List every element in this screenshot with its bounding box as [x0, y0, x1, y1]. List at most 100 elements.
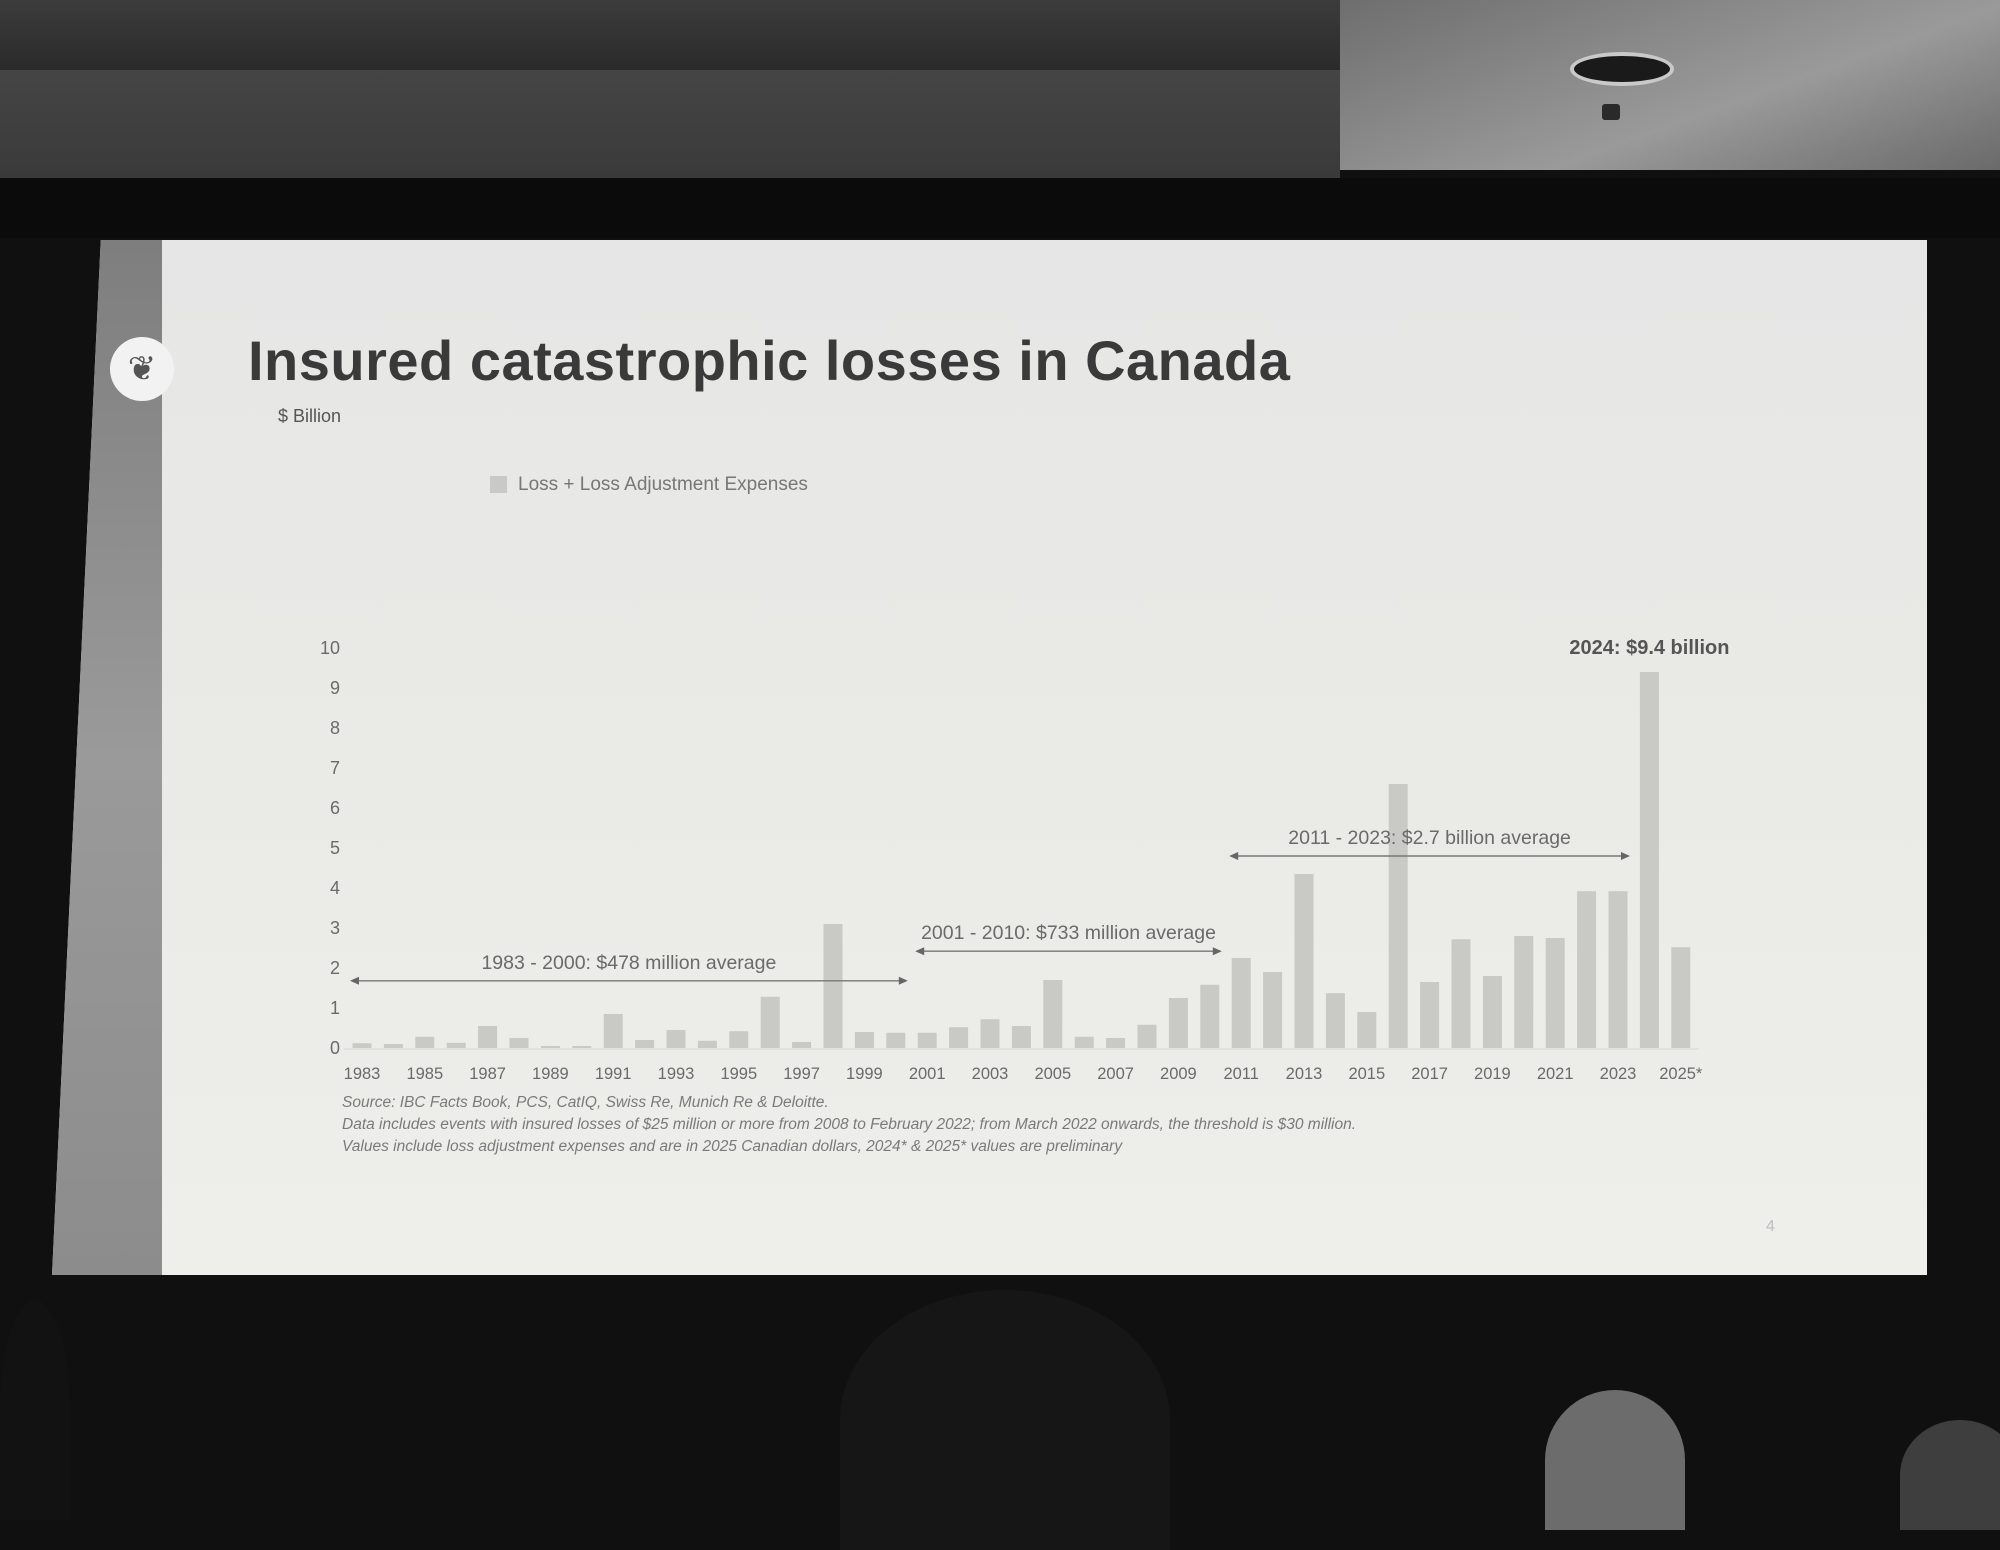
bar [1608, 891, 1628, 1048]
maple-leaf-icon: ❦ [127, 350, 157, 388]
bar [540, 1046, 560, 1048]
bar [1074, 1036, 1094, 1048]
bar [1451, 939, 1471, 1048]
projection-screen: ❦ Insured catastrophic losses in Canada … [52, 240, 1927, 1275]
footnote-values: Values include loss adjustment expenses … [342, 1138, 1123, 1155]
y-tick-label: 9 [330, 678, 340, 698]
arrow-left-icon [1229, 852, 1239, 860]
x-tick-label: 1991 [595, 1065, 632, 1083]
audience-head [0, 1300, 70, 1520]
y-tick-label: 3 [330, 918, 340, 938]
bar [666, 1030, 686, 1048]
bar [1294, 874, 1314, 1048]
ceiling-sprinkler [1602, 104, 1620, 120]
bar [1388, 784, 1408, 1048]
bar [697, 1040, 717, 1048]
x-tick-label: 1999 [846, 1065, 883, 1083]
bar-chart: $ Billion 0 1 2 3 4 5 6 7 8 9 10 1983 1985 1987 1989 199… [278, 406, 1729, 1083]
y-axis-title: $ Billion [278, 406, 341, 426]
x-tick-label: 1997 [783, 1065, 820, 1083]
bar [1137, 1024, 1157, 1048]
x-tick-label: 2023 [1600, 1065, 1637, 1083]
bar [352, 1043, 372, 1048]
ceiling-corner [1340, 0, 2000, 170]
bar [917, 1032, 937, 1048]
bar [1011, 1026, 1031, 1048]
x-tick-label: 1987 [469, 1065, 506, 1083]
arrow-right-icon [1621, 852, 1630, 860]
audience-head [1545, 1390, 1685, 1530]
arrow-left-icon [350, 976, 359, 985]
bar [886, 1032, 906, 1048]
y-tick-label: 7 [330, 758, 340, 778]
y-tick-label: 10 [320, 638, 340, 658]
x-tick-label: 2015 [1348, 1065, 1385, 1083]
x-tick-label: 2001 [909, 1065, 946, 1083]
bar [823, 924, 843, 1048]
x-tick-label: 2009 [1160, 1065, 1197, 1083]
bar [1482, 976, 1502, 1048]
bar [854, 1032, 874, 1048]
x-tick-label: 1985 [406, 1065, 443, 1083]
y-tick-label: 5 [330, 838, 340, 858]
arrow-right-icon [1212, 947, 1222, 956]
x-tick-label: 1995 [720, 1065, 757, 1083]
bar [1106, 1038, 1126, 1048]
footnote-source: Source: IBC Facts Book, PCS, CatIQ, Swis… [342, 1094, 829, 1111]
ceiling-light [1570, 52, 1674, 86]
legend-label: Loss + Loss Adjustment Expenses [518, 474, 808, 495]
average-annotation: 1983 - 2000: $478 million average [481, 952, 776, 974]
audience-head [1900, 1420, 2000, 1530]
bar [949, 1027, 969, 1048]
bar [1639, 672, 1659, 1048]
bar [1420, 982, 1440, 1048]
x-tick-label: 2007 [1097, 1065, 1134, 1083]
bar [980, 1019, 1000, 1048]
x-tick-label: 2017 [1411, 1065, 1448, 1083]
bar [1357, 1012, 1377, 1048]
bar [1168, 998, 1188, 1048]
average-annotation: 2011 - 2023: $2.7 billion average [1288, 827, 1571, 849]
bar [446, 1042, 466, 1048]
bar [635, 1040, 655, 1048]
legend-swatch [490, 476, 507, 493]
x-tick-label: 2019 [1474, 1065, 1511, 1083]
bar [792, 1042, 812, 1048]
bar [383, 1044, 403, 1048]
slide-logo: ❦ [110, 337, 174, 401]
footnote-threshold: Data includes events with insured losses… [342, 1116, 1357, 1133]
bar [572, 1046, 592, 1048]
arrow-left-icon [915, 947, 925, 956]
peak-annotation: 2024: $9.4 billion [1569, 637, 1729, 659]
slide-title: Insured catastrophic losses in Canada [248, 329, 1291, 392]
x-tick-label: 2003 [972, 1065, 1009, 1083]
bar [1577, 891, 1597, 1048]
y-tick-label: 2 [330, 958, 340, 978]
y-tick-label: 8 [330, 718, 340, 738]
y-tick-label: 6 [330, 798, 340, 818]
x-tick-label: 1983 [344, 1065, 381, 1083]
x-tick-label: 2005 [1034, 1065, 1071, 1083]
y-tick-label: 4 [330, 878, 340, 898]
bar [1231, 958, 1251, 1048]
ceiling-panel [0, 70, 1340, 178]
x-tick-label: 1989 [532, 1065, 569, 1083]
bar [760, 996, 780, 1048]
bar [1514, 936, 1534, 1048]
bar [1263, 972, 1283, 1048]
bar [1545, 938, 1565, 1048]
x-tick-label: 2013 [1286, 1065, 1323, 1083]
bar [1200, 984, 1220, 1048]
bar [1325, 993, 1345, 1048]
x-tick-label: 1993 [658, 1065, 695, 1083]
bar [415, 1036, 435, 1048]
bar [478, 1026, 498, 1048]
bar [509, 1038, 529, 1048]
bar [729, 1031, 749, 1048]
bar [1043, 980, 1063, 1048]
screen-top-shadow [0, 178, 2000, 238]
y-tick-label: 0 [330, 1038, 340, 1058]
x-tick-label: 2011 [1223, 1065, 1258, 1083]
x-tick-label: 2021 [1537, 1065, 1574, 1083]
bar [1671, 947, 1691, 1048]
